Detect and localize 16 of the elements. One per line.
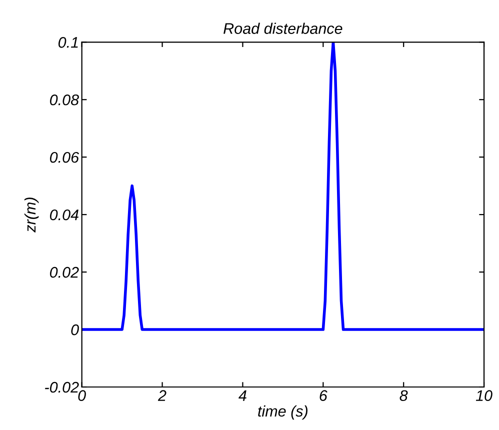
x-tick-label: 10	[476, 390, 492, 401]
y-tick-label: 0.1	[58, 37, 78, 48]
x-tick-label: 8	[400, 390, 408, 401]
y-tick-label: 0.04	[50, 209, 78, 220]
chart-title: Road disterbance	[224, 22, 342, 34]
y-tick-label: 0.06	[50, 152, 80, 163]
y-tick-label: 0	[71, 324, 79, 336]
y-tick-label: 0.08	[50, 94, 79, 106]
y-tick-label: -0.02	[45, 382, 79, 393]
x-tick-label: 6	[320, 390, 328, 401]
x-tick-label: 4	[238, 390, 246, 401]
y-axis-title: zr(m)	[24, 198, 39, 232]
x-axis-title: time (s)	[258, 405, 308, 420]
x-tick-label: 2	[158, 390, 166, 401]
x-tick-label: 0	[78, 390, 86, 401]
y-tick-label: 0.02	[50, 266, 79, 278]
